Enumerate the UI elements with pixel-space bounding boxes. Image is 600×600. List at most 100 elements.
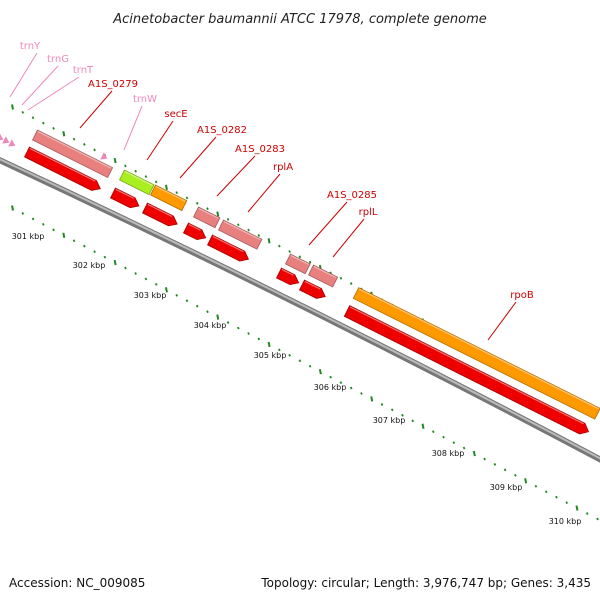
- inner-tick: [524, 478, 528, 484]
- inner-tick: [544, 490, 548, 494]
- gene-label-leader: [21, 65, 59, 106]
- outer-tick: [124, 164, 127, 168]
- gene-feature: [32, 129, 114, 179]
- accession-text: Accession: NC_009085: [9, 576, 145, 590]
- backbone-highlight: [0, 158, 600, 460]
- outer-tick: [349, 282, 353, 285]
- gene-label: trnG: [47, 54, 69, 65]
- inner-tick: [278, 348, 281, 352]
- inner-tick: [93, 250, 96, 254]
- inner-tick: [534, 484, 538, 488]
- gene-feature: [150, 184, 188, 212]
- outer-tick: [134, 169, 137, 173]
- outer-tick: [308, 260, 312, 264]
- outer-tick: [52, 127, 55, 130]
- outer-tick: [195, 201, 199, 205]
- outer-tick: [247, 228, 250, 232]
- kbp-label: 304 kbp: [194, 321, 227, 330]
- inner-tick: [431, 430, 435, 434]
- inner-tick: [83, 244, 86, 248]
- inner-tick: [462, 446, 466, 450]
- gene-label-leader: [146, 120, 174, 161]
- outer-tick: [257, 234, 261, 237]
- gene-label-leader: [179, 136, 217, 179]
- inner-tick: [257, 337, 261, 341]
- outer-tick: [154, 180, 158, 184]
- gene-feature: [308, 264, 339, 288]
- inner-tick: [596, 517, 599, 521]
- outer-tick: [298, 255, 302, 259]
- gene-feature: [142, 202, 178, 227]
- inner-tick: [41, 222, 45, 226]
- outer-tick: [164, 184, 168, 190]
- gene-label: rpoB: [510, 290, 534, 301]
- outer-tick: [226, 217, 230, 221]
- kbp-label: 310 kbp: [549, 517, 582, 526]
- outer-tick: [267, 238, 271, 244]
- inner-tick: [503, 468, 507, 472]
- inner-tick: [175, 293, 179, 297]
- gene-label: rplA: [273, 162, 293, 173]
- gene-label-leader: [247, 173, 281, 213]
- inner-tick: [349, 386, 353, 390]
- outer-tick: [11, 104, 14, 110]
- inner-tick: [31, 217, 35, 221]
- inner-tick: [493, 463, 497, 466]
- inner-tick: [236, 326, 240, 330]
- gene-feature: [183, 222, 207, 241]
- gene-feature: [352, 287, 600, 420]
- gene-label-leader: [9, 52, 38, 98]
- kbp-label: 301 kbp: [12, 232, 45, 241]
- gene-label-leader: [487, 301, 517, 341]
- inner-tick: [555, 495, 558, 499]
- inner-tick: [247, 332, 250, 335]
- inner-tick: [483, 457, 486, 461]
- inner-tick: [318, 368, 322, 375]
- gene-feature: [285, 253, 311, 275]
- gene-feature: [193, 206, 221, 229]
- inner-tick: [164, 287, 168, 293]
- inner-tick: [267, 341, 271, 348]
- gene-label: A1S_0279: [88, 79, 138, 90]
- gene-feature: [299, 279, 326, 299]
- gene-label-leader: [123, 105, 143, 151]
- outer-tick: [144, 175, 148, 178]
- kbp-label: 306 kbp: [314, 383, 347, 392]
- gene-label: A1S_0285: [327, 190, 377, 201]
- trna-feature: [100, 152, 108, 160]
- gene-label-leader: [27, 76, 80, 111]
- gene-label: trnW: [133, 94, 157, 105]
- gene-label: rplL: [359, 207, 378, 218]
- inner-tick: [185, 299, 189, 303]
- inner-tick: [113, 259, 117, 266]
- inner-tick: [72, 239, 76, 243]
- kbp-label: 303 kbp: [134, 291, 167, 300]
- inner-tick: [124, 266, 127, 270]
- gene-features: [0, 129, 600, 435]
- gene-feature: [343, 305, 590, 435]
- inner-tick: [144, 277, 148, 281]
- inner-tick: [308, 364, 312, 368]
- kbp-label: 305 kbp: [254, 351, 287, 360]
- inner-tick: [585, 512, 589, 515]
- gene-feature: [218, 219, 263, 250]
- gene-feature: [276, 267, 300, 286]
- gene-feature: [24, 146, 101, 191]
- outer-tick: [339, 276, 343, 280]
- gene-label: A1S_0282: [197, 125, 247, 136]
- inner-tick: [154, 282, 158, 286]
- outer-tick: [185, 196, 189, 200]
- inner-tick: [442, 435, 445, 439]
- inner-tick: [288, 353, 291, 357]
- inner-tick: [380, 403, 384, 406]
- inner-tick: [195, 304, 199, 308]
- outer-tick: [175, 191, 179, 195]
- kbp-label: 309 kbp: [490, 483, 523, 492]
- gene-feature: [119, 169, 155, 196]
- genome-title: Acinetobacter baumannii ATCC 17978, comp…: [112, 12, 487, 27]
- inner-tick: [298, 359, 302, 363]
- inner-tick: [411, 419, 415, 423]
- genome-backbone: [0, 157, 600, 463]
- gene-label-leader: [332, 218, 365, 258]
